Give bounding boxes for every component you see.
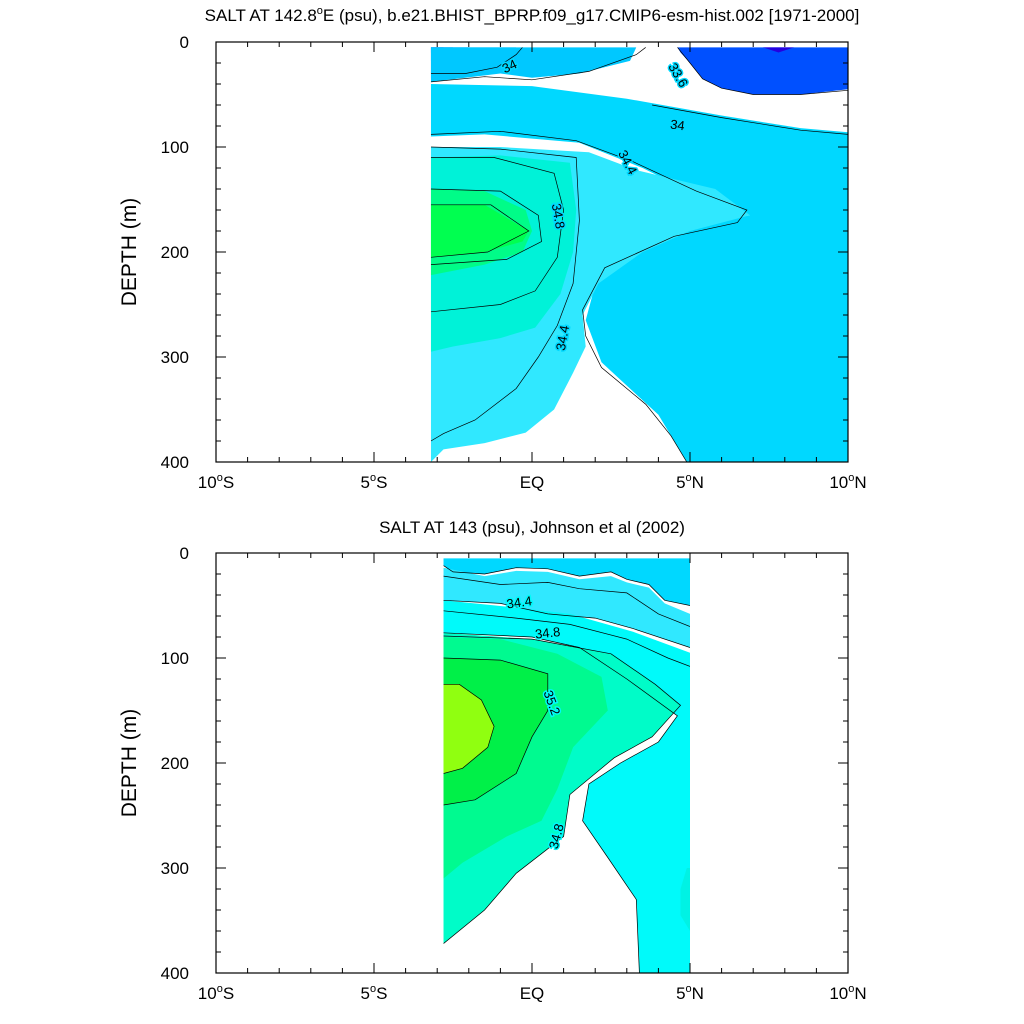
y-tick-label: 400 bbox=[161, 453, 189, 472]
contour-band bbox=[680, 868, 690, 931]
chart-title: SALT AT 142.8oE (psu), b.e21.BHIST_BPRP.… bbox=[205, 5, 860, 25]
y-tick-label: 400 bbox=[161, 964, 189, 983]
contour-label: 34.8 bbox=[534, 624, 561, 642]
x-tick-label: 5oS bbox=[361, 983, 388, 1003]
x-tick-label: 10oN bbox=[829, 983, 866, 1003]
x-tick-label: 10oS bbox=[198, 983, 234, 1003]
y-axis-label: DEPTH (m) bbox=[118, 198, 141, 307]
x-tick-label: EQ bbox=[520, 984, 545, 1003]
contour-line bbox=[430, 157, 564, 313]
contour-line bbox=[443, 599, 690, 648]
contour-band bbox=[762, 47, 795, 53]
contour-band bbox=[430, 204, 529, 258]
contour-line bbox=[443, 657, 549, 806]
contour-line bbox=[652, 104, 848, 135]
contour-band bbox=[443, 558, 690, 606]
x-tick-label: 10oS bbox=[198, 472, 234, 492]
y-tick-label: 0 bbox=[180, 544, 189, 563]
y-tick-label: 200 bbox=[161, 243, 189, 262]
chart-title: SALT AT 143 (psu), Johnson et al (2002) bbox=[379, 518, 685, 537]
contour-line bbox=[677, 47, 848, 95]
contour-label: 34.4 bbox=[553, 324, 572, 352]
contour-band bbox=[430, 47, 637, 82]
contour-label: 34 bbox=[669, 117, 685, 134]
y-tick-label: 200 bbox=[161, 754, 189, 773]
contour-label: 33.6 bbox=[665, 60, 691, 89]
contour-field bbox=[430, 47, 848, 462]
contour-line bbox=[443, 635, 682, 944]
contour-field bbox=[443, 558, 690, 973]
contour-line bbox=[443, 565, 690, 606]
contour-band bbox=[677, 47, 848, 95]
x-tick-label: 10oN bbox=[829, 472, 866, 492]
contour-band bbox=[443, 600, 690, 973]
y-tick-label: 100 bbox=[161, 649, 189, 668]
x-tick-label: 5oN bbox=[676, 472, 704, 492]
y-axis-label: DEPTH (m) bbox=[118, 709, 141, 818]
contour-line bbox=[430, 47, 523, 74]
y-tick-label: 300 bbox=[161, 859, 189, 878]
contour-line bbox=[443, 632, 678, 973]
contour-line bbox=[430, 204, 530, 258]
x-tick-label: 5oN bbox=[676, 983, 704, 1003]
contour-line bbox=[443, 575, 690, 627]
y-tick-label: 300 bbox=[161, 348, 189, 367]
contour-label: 34.4 bbox=[506, 593, 533, 611]
contour-line bbox=[430, 130, 748, 462]
contour-line bbox=[430, 188, 542, 265]
contour-line bbox=[430, 47, 647, 83]
contour-line bbox=[443, 610, 690, 667]
contour-band bbox=[430, 84, 848, 462]
contour-line bbox=[430, 146, 580, 442]
y-tick-label: 0 bbox=[180, 33, 189, 52]
x-tick-label: 5oS bbox=[361, 472, 388, 492]
contour-label: 34.8 bbox=[549, 202, 568, 230]
x-tick-label: EQ bbox=[520, 473, 545, 492]
contour-band bbox=[443, 567, 690, 648]
y-tick-label: 100 bbox=[161, 138, 189, 157]
contour-band bbox=[443, 684, 495, 774]
contour-line bbox=[443, 683, 495, 774]
